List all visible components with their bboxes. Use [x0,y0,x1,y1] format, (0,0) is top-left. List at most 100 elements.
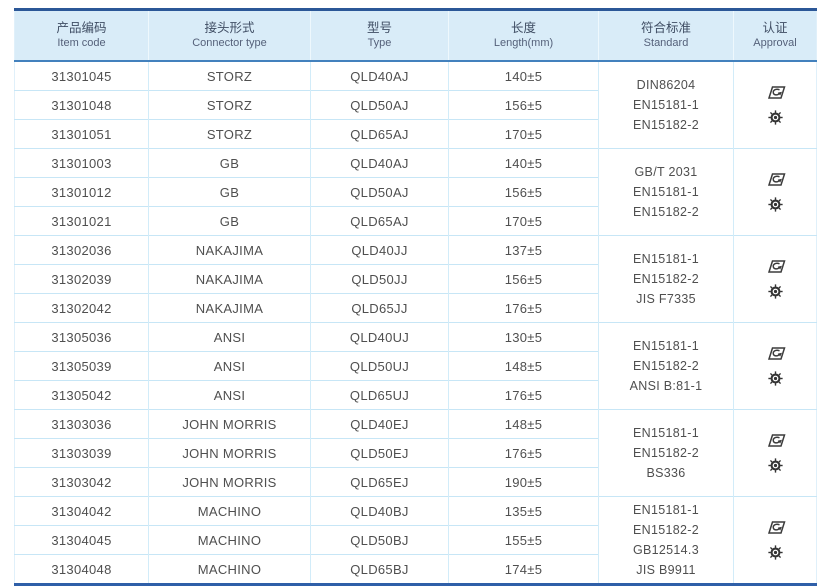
item-code-cell: 31305042 [14,380,149,410]
connector-type-cell: ANSI [148,322,311,352]
length-cell: 176±5 [448,438,599,468]
approval-cell [733,496,817,585]
type-cell: QLD40EJ [310,409,449,439]
table-row: 31301051 STORZ QLD65AJ 170±5 [14,119,817,149]
standard-cell: GB/T 2031 EN15181-1 EN15182-2 [598,148,734,236]
standard-cell: EN15181-1 EN15182-2 GB12514.3 JIS B9911 [598,496,734,585]
item-code-cell: 31303042 [14,467,149,497]
length-cell: 176±5 [448,380,599,410]
item-code-cell: 31305036 [14,322,149,352]
standard-line: DIN86204 [636,78,696,92]
item-code-cell: 31301051 [14,119,149,149]
type-cell: QLD65AJ [310,206,449,236]
standard-line: EN15181-1 [633,426,699,440]
header-label-en: Approval [753,37,797,49]
standard-cell: DIN86204 EN15181-1 EN15182-2 [598,61,734,149]
standard-line: EN15181-1 [633,503,699,517]
approval-icons [734,433,816,473]
header-label-zh: 产品编码 [56,21,107,35]
length-cell: 156±5 [448,90,599,120]
item-code-cell: 31303036 [14,409,149,439]
header-label-zh: 符合标准 [640,21,691,35]
standard-line: EN15181-1 [633,185,699,199]
gear-badge-icon [767,284,783,299]
length-cell: 148±5 [448,409,599,439]
connector-type-cell: STORZ [148,90,311,120]
type-cell: QLD40BJ [310,496,449,526]
item-code-cell: 31303039 [14,438,149,468]
length-cell: 156±5 [448,177,599,207]
standard-line: EN15182-2 [633,205,699,219]
table-row: 31302039 NAKAJIMA QLD50JJ 156±5 [14,264,817,294]
product-spec-table: 产品编码 Item code 接头形式 Connector type 型号 Ty… [14,8,817,586]
approval-cell [733,322,817,410]
standard-line: EN15182-2 [633,446,699,460]
standard-cell: EN15181-1 EN15182-2 ANSI B:81-1 [598,322,734,410]
table-row: 31303039 JOHN MORRIS QLD50EJ 176±5 [14,438,817,468]
connector-type-cell: GB [148,177,311,207]
approval-cell [733,409,817,497]
connector-type-cell: GB [148,206,311,236]
header-label-zh: 认证 [762,21,788,35]
gear-badge-icon [767,371,783,386]
connector-type-cell: STORZ [148,119,311,149]
length-cell: 174±5 [448,554,599,585]
gear-badge-icon [767,197,783,212]
standard-line: EN15181-1 [633,98,699,112]
gear-badge-icon [767,458,783,473]
type-cell: QLD50BJ [310,525,449,555]
standard-line: JIS F7335 [636,292,696,306]
standard-line: ANSI B:81-1 [629,379,703,393]
approval-icons [734,259,816,299]
col-header-length: 长度 Length(mm) [448,9,599,61]
length-cell: 137±5 [448,235,599,265]
gear-badge-icon [767,545,783,560]
length-cell: 156±5 [448,264,599,294]
gear-badge-icon [767,110,783,125]
table-row: 31302036 NAKAJIMA QLD40JJ 137±5 EN15181-1 EN1… [14,235,817,323]
item-code-cell: 31305039 [14,351,149,381]
standard-line: EN15182-2 [633,118,699,132]
connector-type-cell: MACHINO [148,496,311,526]
table-row: 31305042 ANSI QLD65UJ 176±5 [14,380,817,410]
table-row: 31304045 MACHINO QLD50BJ 155±5 [14,525,817,555]
length-cell: 148±5 [448,351,599,381]
type-cell: QLD50EJ [310,438,449,468]
certification-logo-icon [765,259,786,274]
connector-type-cell: ANSI [148,380,311,410]
table-row: 31301048 STORZ QLD50AJ 156±5 [14,90,817,120]
certification-logo-icon [765,346,786,361]
col-header-connector-type: 接头形式 Connector type [148,9,311,61]
standard-line: EN15181-1 [633,339,699,353]
standard-cell: EN15181-1 EN15182-2 JIS F7335 [598,235,734,323]
standard-line: EN15182-2 [633,523,699,537]
standard-line: EN15182-2 [633,359,699,373]
type-cell: QLD50AJ [310,90,449,120]
item-code-cell: 31302036 [14,235,149,265]
connector-type-cell: STORZ [148,61,311,91]
standard-line: GB/T 2031 [634,165,698,179]
table-row: 31303036 JOHN MORRIS QLD40EJ 148±5 EN15181-1… [14,409,817,497]
connector-type-cell: GB [148,148,311,178]
type-cell: QLD65AJ [310,119,449,149]
header-row: 产品编码 Item code 接头形式 Connector type 型号 Ty… [14,9,817,61]
type-cell: QLD65JJ [310,293,449,323]
type-cell: QLD50JJ [310,264,449,294]
col-header-standard: 符合标准 Standard [598,9,734,61]
approval-cell [733,61,817,149]
length-cell: 130±5 [448,322,599,352]
connector-type-cell: MACHINO [148,525,311,555]
certification-logo-icon [765,520,786,535]
col-header-type: 型号 Type [310,9,449,61]
connector-type-cell: NAKAJIMA [148,293,311,323]
approval-icons [734,346,816,386]
col-header-approval: 认证 Approval [733,9,817,61]
item-code-cell: 31304042 [14,496,149,526]
header-label-en: Length(mm) [493,37,554,49]
item-code-cell: 31301021 [14,206,149,236]
type-cell: QLD65EJ [310,467,449,497]
type-cell: QLD65BJ [310,554,449,585]
certification-logo-icon [765,85,786,100]
header-label-zh: 型号 [366,21,392,35]
length-cell: 140±5 [448,148,599,178]
